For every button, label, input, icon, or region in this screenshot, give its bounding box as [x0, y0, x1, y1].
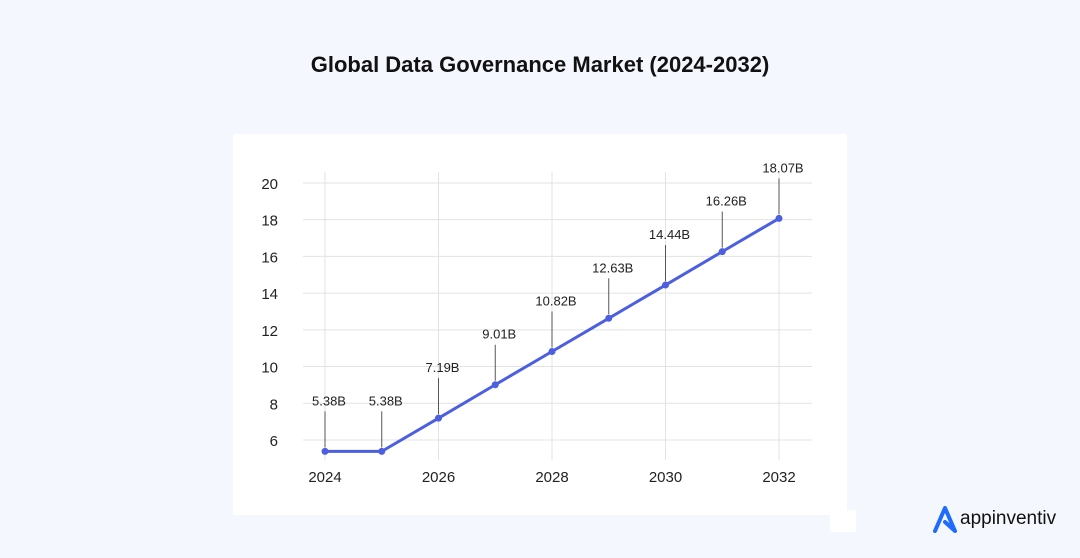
data-label: 18.07B	[762, 160, 803, 175]
data-point	[378, 447, 386, 455]
data-label: 14.44B	[649, 227, 690, 242]
y-tick-label: 20	[261, 176, 278, 193]
data-label: 5.38B	[312, 393, 346, 408]
data-point	[548, 348, 556, 356]
appinventiv-logo-icon	[933, 506, 957, 533]
data-label: 9.01B	[482, 327, 516, 342]
y-tick-label: 10	[261, 360, 278, 377]
x-tick-label: 2024	[308, 469, 341, 486]
data-label: 7.19B	[426, 360, 460, 375]
chart-title: Global Data Governance Market (2024-2032…	[310, 52, 770, 77]
y-tick-label: 6	[270, 433, 278, 450]
data-label: 12.63B	[592, 260, 633, 275]
data-point	[718, 248, 726, 256]
brand-name: appinventiv	[960, 508, 1057, 529]
brand-logo: appinventiv	[933, 505, 1056, 533]
data-point	[321, 447, 329, 455]
data-point	[775, 214, 783, 222]
data-point	[662, 281, 669, 289]
x-tick-label: 2028	[535, 469, 568, 486]
data-label: 16.26B	[706, 194, 747, 209]
data-point	[491, 381, 499, 389]
data-point	[435, 414, 442, 422]
x-tick-label: 2030	[649, 469, 682, 486]
x-tick-label: 2032	[762, 469, 795, 486]
data-point	[605, 314, 613, 322]
y-tick-label: 14	[261, 286, 278, 303]
y-tick-label: 12	[261, 323, 278, 340]
y-tick-label: 16	[261, 249, 278, 266]
data-label: 5.38B	[369, 393, 403, 408]
decorative-patch	[830, 510, 856, 532]
x-tick-label: 2026	[422, 469, 455, 486]
y-tick-label: 18	[261, 213, 278, 230]
y-tick-label: 8	[270, 396, 278, 413]
data-label: 10.82B	[535, 294, 576, 309]
